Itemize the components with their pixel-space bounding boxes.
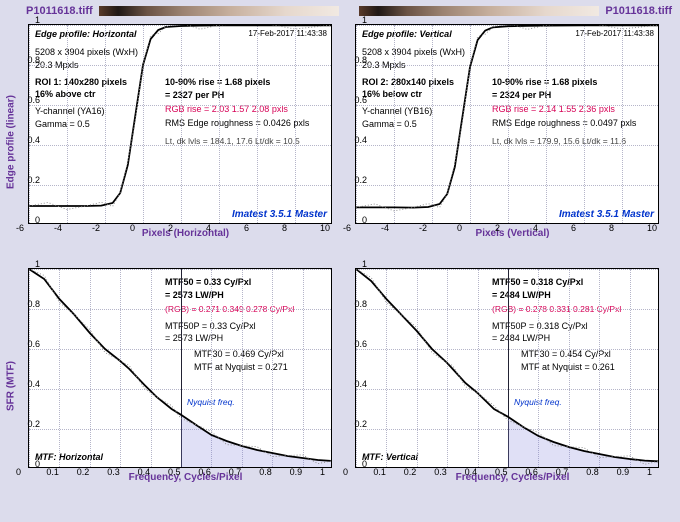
title-left: P1011618.tiff	[22, 2, 349, 20]
panel-mtf-v: MTF50 = 0.318 Cy/Pxl = 2484 LW/PH (RGB) …	[349, 264, 676, 508]
title-right: P1011618.tiff	[349, 2, 676, 20]
xlabel-edge-v: Pixels (Vertical)	[355, 224, 670, 239]
panel-edge-h: Edge profile: Horizontal 17-Feb-2017 11:…	[22, 20, 349, 264]
panel-edge-v: Edge profile: Vertical 17-Feb-2017 11:43…	[349, 20, 676, 264]
panel-mtf-h: MTF50 = 0.33 Cy/Pxl = 2573 LW/PH (RGB) =…	[22, 264, 349, 508]
xlabel-edge-h: Pixels (Horizontal)	[28, 224, 343, 239]
